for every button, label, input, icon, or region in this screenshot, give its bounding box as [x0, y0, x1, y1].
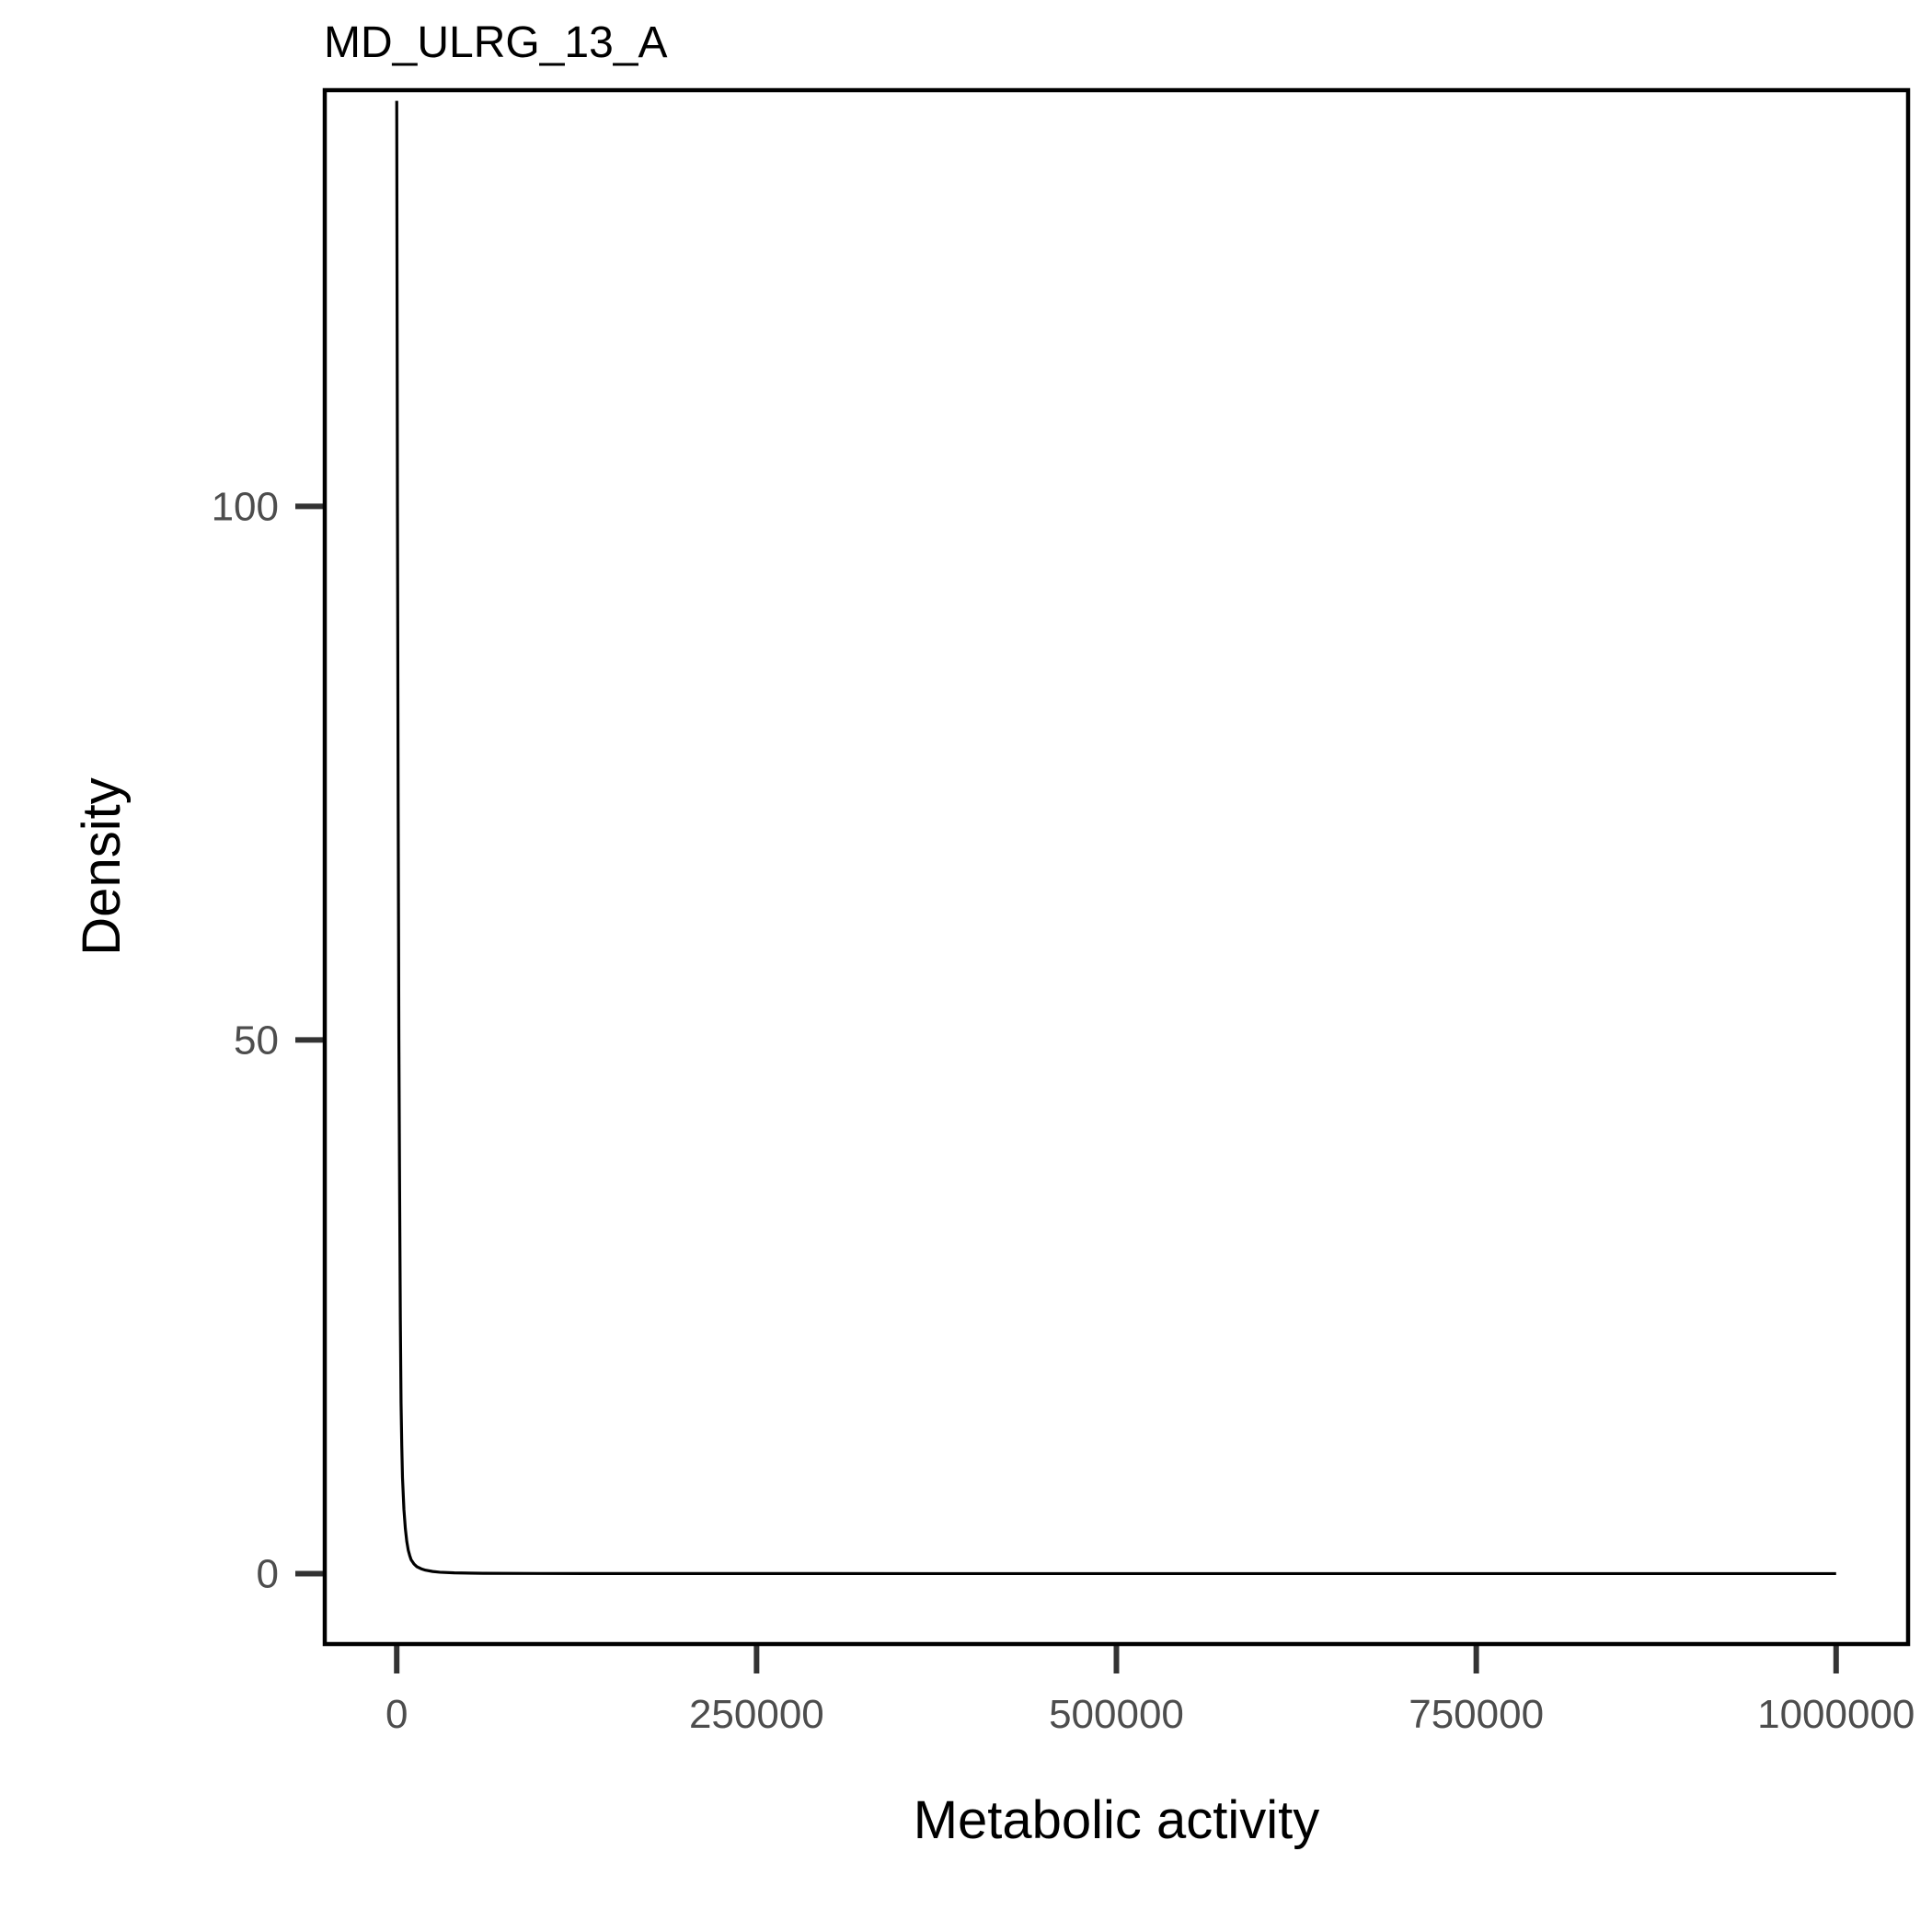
y-axis-ticks: 0 50 100: [212, 484, 325, 1596]
x-tick-label: 750000: [1409, 1692, 1544, 1737]
x-tick-label: 0: [385, 1692, 408, 1737]
chart-title: MD_ULRG_13_A: [324, 18, 668, 67]
x-tick-label: 1000000: [1757, 1692, 1915, 1737]
x-tick-label: 500000: [1049, 1692, 1184, 1737]
density-curve: [395, 100, 1836, 1576]
plot-panel-border: [322, 87, 1911, 1647]
y-tick-label: 0: [257, 1551, 279, 1596]
y-tick-label: 100: [212, 484, 279, 529]
x-axis-title: Metabolic activity: [914, 1790, 1320, 1850]
y-tick-label: 50: [234, 1018, 279, 1063]
x-axis-ticks: 0 250000 500000 750000 1000000: [385, 1644, 1915, 1737]
x-tick-label: 250000: [689, 1692, 824, 1737]
y-axis-title: Density: [72, 777, 132, 955]
